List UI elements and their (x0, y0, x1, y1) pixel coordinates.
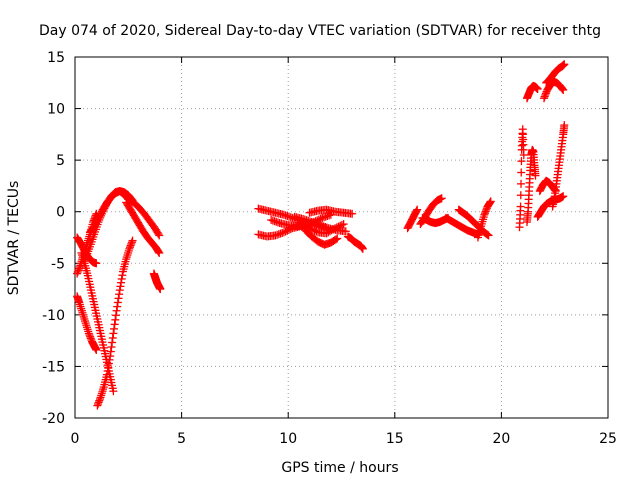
y-tick-label: 10 (47, 102, 65, 118)
data-point (333, 234, 342, 243)
data-point (285, 225, 294, 234)
data-point (559, 192, 568, 201)
series-arc25 (522, 145, 540, 227)
series-arc09 (124, 195, 164, 240)
data-point (283, 226, 292, 235)
series-arc14 (290, 212, 350, 236)
series-arc06 (85, 187, 137, 237)
data-point (484, 231, 493, 240)
data-point (560, 121, 569, 130)
data-points (73, 60, 569, 410)
x-tick-label: 0 (71, 431, 80, 447)
data-point (154, 229, 163, 238)
y-tick-label: 15 (47, 50, 65, 66)
y-tick-label: -5 (51, 256, 65, 272)
series-arc18 (403, 205, 422, 233)
data-point (279, 228, 288, 237)
y-tick-label: 5 (56, 153, 65, 169)
data-point (517, 179, 526, 188)
series-arc16 (305, 205, 357, 218)
data-point (109, 387, 118, 396)
data-point (559, 86, 568, 95)
data-point (517, 157, 526, 166)
data-point (358, 244, 367, 253)
data-point (437, 194, 446, 203)
series-arc08 (122, 198, 164, 257)
x-axis-label: GPS time / hours (281, 460, 398, 476)
data-point (331, 235, 340, 244)
data-point (517, 168, 526, 177)
series-arc17 (343, 232, 367, 253)
plot-frame (74, 56, 609, 419)
grid-lines (75, 57, 608, 418)
data-point (92, 345, 101, 354)
data-point (155, 248, 164, 257)
series-arc29 (540, 77, 568, 103)
series-arc07 (93, 236, 137, 410)
series-arc24 (515, 125, 528, 232)
series-arc13 (267, 210, 335, 231)
x-tick-label: 15 (386, 431, 404, 447)
data-point (519, 150, 528, 159)
data-point (339, 220, 348, 229)
data-point (413, 205, 422, 214)
data-point (533, 84, 542, 93)
series-arc30 (542, 60, 569, 87)
series-arc15 (301, 226, 342, 249)
series-arc23 (473, 197, 495, 242)
chart-title: Day 074 of 2020, Sidereal Day-to-day VTE… (39, 23, 601, 39)
series-arc26 (522, 81, 542, 103)
data-point (348, 209, 357, 218)
x-tick-label: 20 (492, 431, 510, 447)
data-point (516, 202, 525, 211)
data-point (156, 285, 165, 294)
series-arc31 (548, 121, 569, 211)
data-point (155, 231, 164, 240)
series-arc01 (73, 292, 101, 354)
y-tick-label: -20 (42, 411, 65, 427)
data-point (531, 171, 540, 180)
series-arc10 (149, 269, 165, 294)
data-point (516, 191, 525, 200)
data-point (92, 259, 101, 268)
data-point (341, 227, 350, 236)
x-tick-label: 10 (279, 431, 297, 447)
data-point (560, 60, 569, 69)
x-tick-label: 5 (177, 431, 186, 447)
axes: 0 5 10 15 20 25 -20 -15 -10 -5 0 5 10 15 (42, 50, 617, 447)
y-tick-label: -15 (42, 359, 65, 375)
series-arc04 (77, 248, 118, 396)
data-point (486, 197, 495, 206)
y-tick-label: 0 (56, 205, 65, 221)
x-tick-label: 25 (599, 431, 617, 447)
data-point (281, 227, 290, 236)
data-point (128, 236, 137, 245)
y-tick-label: -10 (42, 308, 65, 324)
y-axis-label: SDTVAR / TECUs (6, 181, 22, 296)
